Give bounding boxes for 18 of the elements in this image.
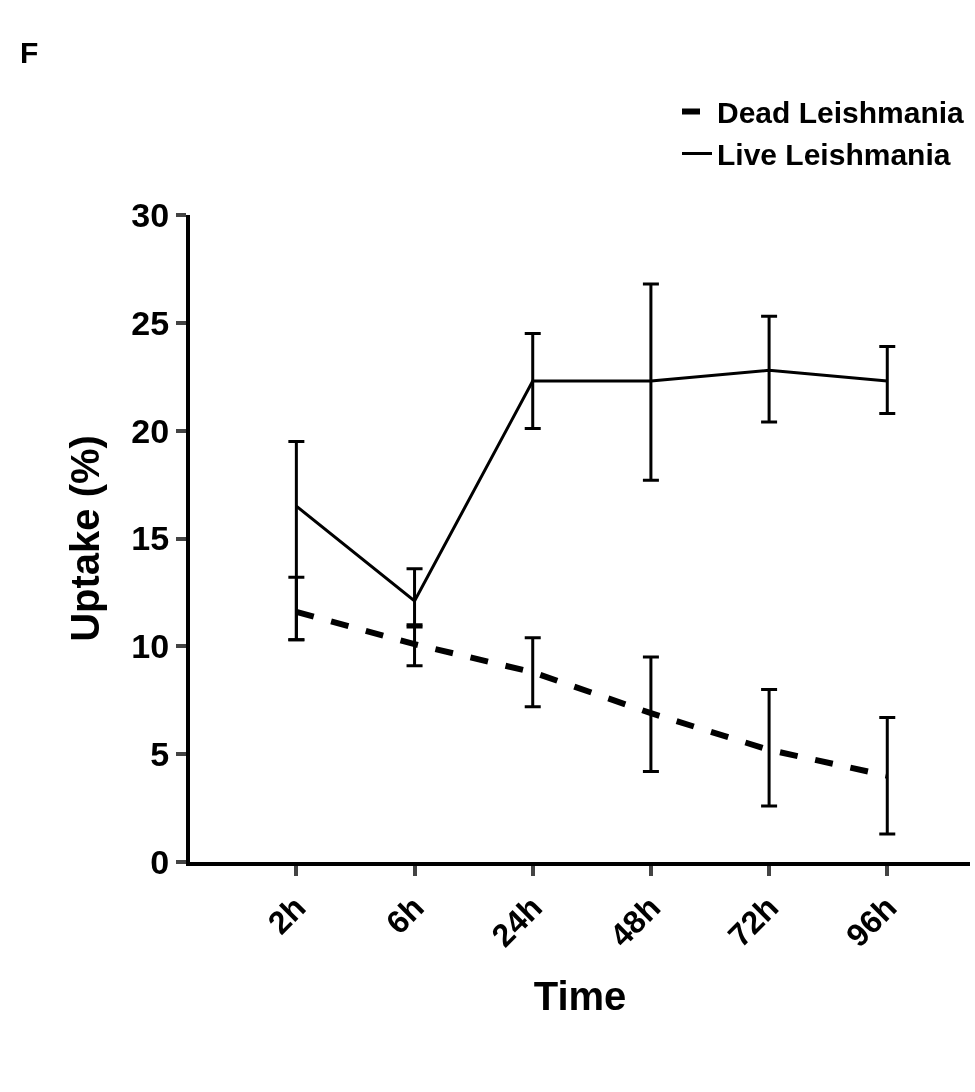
y-tick-label: 10 [131,627,170,666]
x-tick-label: 48h [602,889,668,954]
y-tick-label: 15 [131,519,170,558]
y-axis-title: Uptake (%) [63,435,108,642]
x-tick-label: 2h [260,889,313,942]
x-tick-label: 6h [378,889,431,942]
y-tick-label: 25 [131,303,170,342]
y-tick-label: 0 [150,842,170,881]
x-axis-title: Time [533,973,627,1018]
x-tick-label: 96h [839,889,904,954]
y-tick-label: 5 [150,735,170,774]
text: F [20,36,39,69]
x-tick-label: 24h [484,889,549,954]
legend-label: Live Leishmania [717,138,951,172]
legend-label: Dead Leishmania [717,96,965,130]
y-tick-label: 30 [131,195,170,234]
y-tick-label: 20 [131,411,170,450]
x-tick-label: 72h [720,889,786,954]
